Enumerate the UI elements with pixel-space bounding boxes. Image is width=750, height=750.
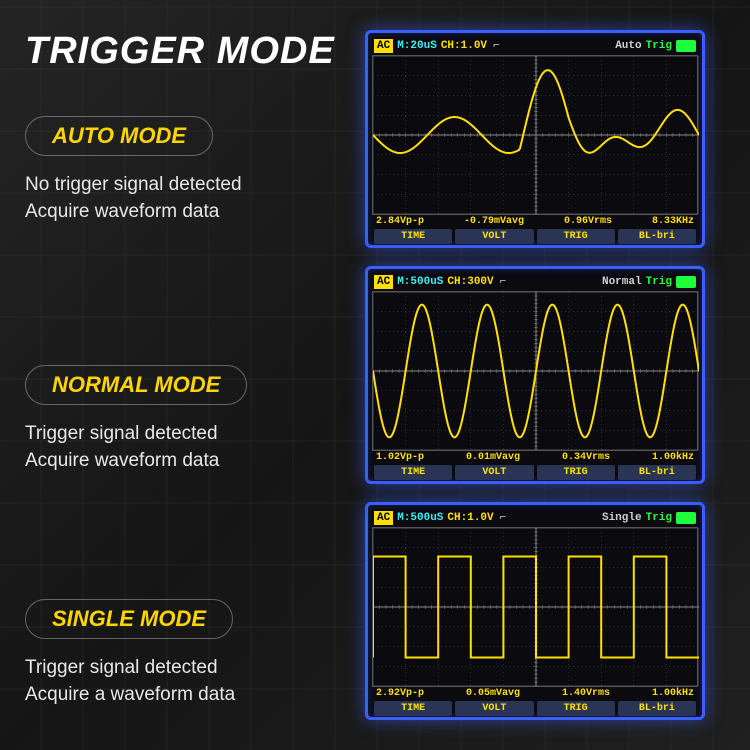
channel-label: CH:1.0V	[441, 40, 487, 52]
timebase-label: M:500uS	[397, 512, 443, 524]
channel-label: CH:1.0V	[447, 512, 493, 524]
scope-footer: 2.84Vp-p -0.79mVavg 0.96Vrms 8.33KHz TIM…	[372, 215, 698, 245]
freq-value: 1.00kHz	[652, 452, 694, 463]
left-column: TRIGGER MODE AUTO MODE No trigger signal…	[25, 30, 365, 720]
channel-label: CH:300V	[447, 276, 493, 288]
menu-tab[interactable]: TRIG	[537, 229, 615, 244]
trig-status-label: Trig	[646, 512, 672, 524]
mode-title-single: SINGLE MODE	[25, 599, 233, 639]
timebase-label: M:20uS	[397, 40, 437, 52]
oscilloscope-0: AC M:20uS CH:1.0V ⌐ Auto Trig 2.84Vp-p -…	[365, 30, 705, 248]
right-column: AC M:20uS CH:1.0V ⌐ Auto Trig 2.84Vp-p -…	[365, 30, 725, 720]
menu-tab[interactable]: BL-bri	[618, 229, 696, 244]
coupling-badge: AC	[374, 511, 393, 525]
vavg-value: 0.05mVavg	[466, 688, 520, 699]
vpp-value: 2.92Vp-p	[376, 688, 424, 699]
mode-block-auto: AUTO MODE No trigger signal detected Acq…	[25, 116, 365, 225]
menu-tab[interactable]: TRIG	[537, 701, 615, 716]
trig-status-label: Trig	[646, 40, 672, 52]
menu-tab[interactable]: VOLT	[455, 465, 533, 480]
timebase-label: M:500uS	[397, 276, 443, 288]
oscilloscope-2: AC M:500uS CH:1.0V ⌐ Single Trig 2.92Vp-…	[365, 502, 705, 720]
menu-tab[interactable]: TIME	[374, 701, 452, 716]
scope-screen	[372, 291, 698, 451]
freq-value: 8.33KHz	[652, 216, 694, 227]
scope-screen	[372, 55, 698, 215]
trigger-mode-label: Auto	[615, 40, 641, 52]
mode-block-normal: NORMAL MODE Trigger signal detected Acqu…	[25, 365, 365, 474]
freq-value: 1.00kHz	[652, 688, 694, 699]
main-title: TRIGGER MODE	[25, 30, 365, 73]
battery-icon	[676, 276, 696, 288]
vpp-value: 1.02Vp-p	[376, 452, 424, 463]
scope-footer: 2.92Vp-p 0.05mVavg 1.40Vrms 1.00kHz TIME…	[372, 687, 698, 717]
menu-tab[interactable]: TIME	[374, 229, 452, 244]
trigger-mode-label: Normal	[602, 276, 642, 288]
content-container: TRIGGER MODE AUTO MODE No trigger signal…	[0, 0, 750, 750]
vavg-value: -0.79mVavg	[464, 216, 524, 227]
mode-desc-auto: No trigger signal detected Acquire wavef…	[25, 172, 365, 225]
scope-header: AC M:20uS CH:1.0V ⌐ Auto Trig	[372, 37, 698, 55]
edge-icon: ⌐	[493, 40, 500, 52]
vrms-value: 0.34Vrms	[562, 452, 610, 463]
scope-screen	[372, 527, 698, 687]
vrms-value: 0.96Vrms	[564, 216, 612, 227]
menu-tab[interactable]: BL-bri	[618, 701, 696, 716]
menu-tab[interactable]: VOLT	[455, 229, 533, 244]
trigger-mode-label: Single	[602, 512, 642, 524]
vpp-value: 2.84Vp-p	[376, 216, 424, 227]
vavg-value: 0.01mVavg	[466, 452, 520, 463]
mode-title-auto: AUTO MODE	[25, 116, 213, 156]
menu-tab[interactable]: TRIG	[537, 465, 615, 480]
mode-desc-normal: Trigger signal detected Acquire waveform…	[25, 421, 365, 474]
coupling-badge: AC	[374, 275, 393, 289]
menu-tab[interactable]: BL-bri	[618, 465, 696, 480]
menu-tab[interactable]: TIME	[374, 465, 452, 480]
mode-block-single: SINGLE MODE Trigger signal detected Acqu…	[25, 599, 365, 708]
mode-title-normal: NORMAL MODE	[25, 365, 247, 405]
battery-icon	[676, 512, 696, 524]
vrms-value: 1.40Vrms	[562, 688, 610, 699]
mode-desc-single: Trigger signal detected Acquire a wavefo…	[25, 655, 365, 708]
scope-header: AC M:500uS CH:300V ⌐ Normal Trig	[372, 273, 698, 291]
oscilloscope-1: AC M:500uS CH:300V ⌐ Normal Trig 1.02Vp-…	[365, 266, 705, 484]
edge-icon: ⌐	[500, 512, 507, 524]
scope-header: AC M:500uS CH:1.0V ⌐ Single Trig	[372, 509, 698, 527]
scope-footer: 1.02Vp-p 0.01mVavg 0.34Vrms 1.00kHz TIME…	[372, 451, 698, 481]
trig-status-label: Trig	[646, 276, 672, 288]
battery-icon	[676, 40, 696, 52]
menu-tab[interactable]: VOLT	[455, 701, 533, 716]
edge-icon: ⌐	[500, 276, 507, 288]
coupling-badge: AC	[374, 39, 393, 53]
